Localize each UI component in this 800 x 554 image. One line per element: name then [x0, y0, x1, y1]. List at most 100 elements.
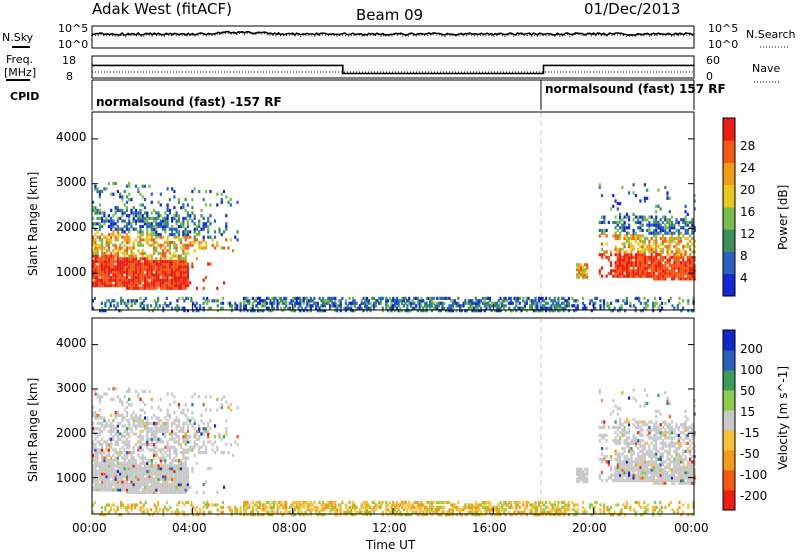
power-cell	[446, 296, 449, 300]
power-cell	[92, 243, 95, 247]
velocity-cell	[413, 510, 416, 514]
power-cell	[639, 226, 642, 230]
power-cell	[177, 216, 180, 220]
velocity-cell	[199, 508, 202, 512]
power-cell	[360, 306, 363, 310]
velocity-cell	[168, 475, 171, 479]
power-cell	[155, 259, 158, 263]
power-cell	[225, 195, 228, 199]
power-cell	[469, 306, 472, 310]
power-cell	[159, 254, 162, 258]
velocity-cell	[641, 513, 644, 517]
velocity-cell	[497, 508, 500, 512]
power-cell	[123, 270, 126, 274]
power-cell	[105, 238, 108, 242]
power-cell	[327, 301, 330, 305]
power-cell	[92, 224, 95, 229]
power-cell	[103, 235, 106, 239]
velocity-cell	[369, 505, 372, 509]
power-cbar-segment	[723, 207, 735, 230]
velocity-cell	[448, 513, 451, 517]
power-cell	[107, 246, 110, 250]
velocity-cell	[625, 473, 628, 477]
power-cell	[236, 306, 239, 310]
power-cell	[114, 273, 117, 277]
power-cell	[628, 242, 631, 246]
velocity-cell	[637, 447, 640, 451]
velocity-cell	[639, 425, 642, 429]
velocity-cell	[616, 476, 619, 480]
power-cell	[464, 299, 467, 303]
velocity-cell	[485, 510, 488, 514]
power-cell	[632, 271, 635, 276]
power-cell	[637, 266, 640, 270]
power-cell	[630, 261, 633, 265]
power-cell	[216, 304, 219, 308]
velocity-cell	[541, 510, 544, 514]
power-cell	[616, 255, 619, 259]
power-cell	[130, 208, 133, 212]
velocity-cell	[390, 503, 393, 507]
power-cell	[150, 281, 153, 285]
velocity-cell	[534, 513, 537, 517]
power-cell	[355, 301, 358, 305]
power-cell	[132, 265, 135, 269]
velocity-cell	[667, 503, 671, 507]
velocity-cell	[279, 510, 283, 514]
power-cell	[112, 249, 115, 253]
velocity-cell	[164, 459, 167, 463]
power-cell	[460, 309, 463, 313]
power-cell	[159, 257, 162, 261]
power-y-tick-1000: 1000	[56, 265, 87, 279]
velocity-cell	[299, 503, 302, 507]
velocity-cell	[322, 500, 325, 505]
power-cell	[123, 189, 126, 194]
power-cell	[624, 301, 627, 305]
power-cell	[316, 309, 319, 313]
velocity-cell	[164, 480, 167, 484]
velocity-cell	[553, 503, 556, 507]
power-cell	[278, 296, 281, 300]
power-cell	[320, 299, 323, 303]
velocity-cell	[610, 473, 613, 477]
power-cell	[92, 273, 95, 277]
power-cell	[334, 296, 337, 300]
velocity-cell	[189, 445, 192, 449]
power-cell	[634, 258, 637, 262]
velocity-cell	[541, 503, 544, 507]
velocity-cell	[632, 417, 635, 421]
velocity-cell	[121, 467, 124, 471]
velocity-cell	[150, 429, 153, 433]
velocity-cell	[451, 505, 455, 509]
power-cell	[515, 304, 518, 308]
power-cell	[329, 299, 332, 303]
velocity-cell	[164, 464, 167, 468]
velocity-cell	[582, 470, 585, 474]
velocity-cell	[628, 460, 631, 464]
velocity-cell	[96, 483, 99, 487]
power-cell	[646, 228, 649, 233]
velocity-cell	[94, 469, 97, 473]
velocity-cell	[180, 477, 183, 481]
velocity-cell	[155, 427, 158, 431]
power-cell	[96, 189, 99, 194]
power-cell	[652, 239, 656, 243]
velocity-cell	[148, 443, 151, 447]
power-cbar-frame	[722, 117, 736, 297]
power-cell	[323, 309, 326, 313]
power-cell	[643, 215, 646, 219]
velocity-cell	[127, 503, 130, 507]
power-cell	[132, 227, 135, 231]
velocity-cell	[625, 436, 628, 440]
velocity-cell	[634, 441, 637, 445]
velocity-cell	[339, 510, 342, 514]
velocity-cell	[191, 467, 194, 471]
velocity-cell	[488, 503, 491, 507]
power-cell	[271, 301, 274, 305]
velocity-cell	[157, 456, 160, 460]
velocity-cell	[621, 465, 624, 469]
velocity-cell	[101, 461, 104, 465]
power-cell	[239, 301, 242, 305]
velocity-cell	[420, 505, 423, 509]
velocity-cell	[162, 421, 165, 425]
